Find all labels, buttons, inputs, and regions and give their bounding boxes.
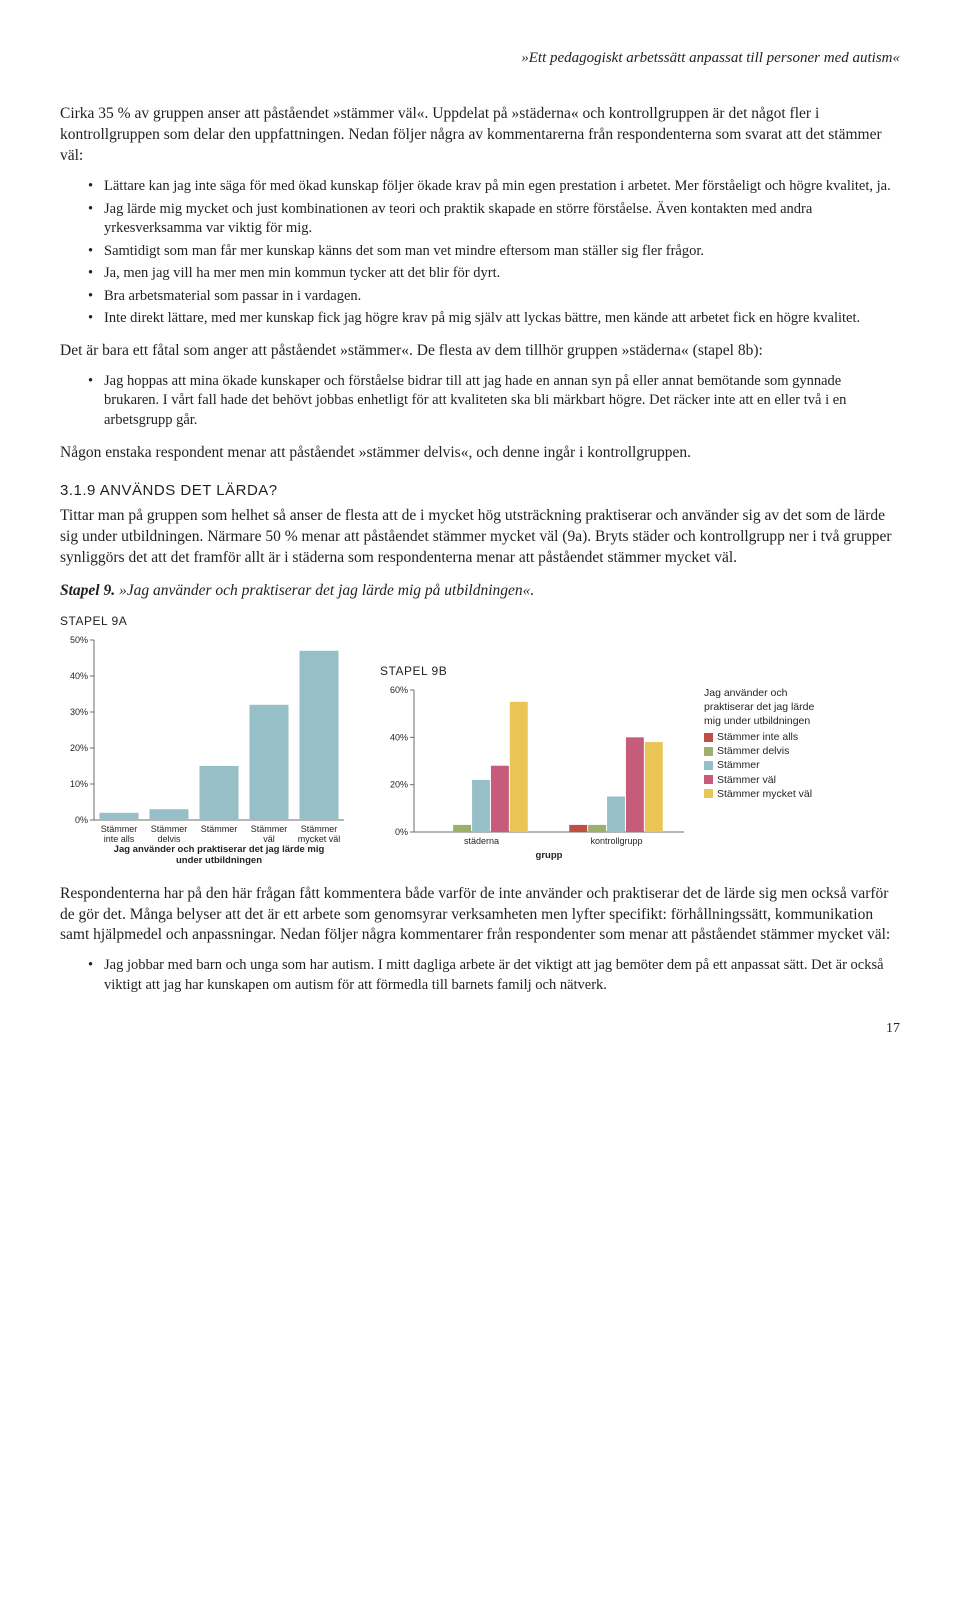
legend-item: Stämmer mycket väl	[704, 787, 814, 801]
figure-caption-prefix: Stapel 9.	[60, 582, 115, 599]
charts-row: 0%10%20%30%40%50%Stämmerinte allsStämmer…	[60, 636, 900, 866]
page-number: 17	[60, 1020, 900, 1039]
svg-text:Stämmer: Stämmer	[301, 824, 338, 834]
svg-text:40%: 40%	[70, 671, 88, 681]
list-item: Samtidigt som man får mer kunskap känns …	[88, 242, 900, 262]
svg-text:Stämmer: Stämmer	[251, 824, 288, 834]
chart-9b-svg: 0% 20% 40% 60% städerna kontrollgrupp grupp	[380, 686, 690, 866]
list-item: Jag jobbar med barn och unga som har aut…	[88, 956, 900, 995]
svg-text:40%: 40%	[390, 732, 408, 742]
paragraph-5: Respondenterna har på den här frågan fåt…	[60, 884, 900, 947]
legend-label: Stämmer	[717, 758, 760, 772]
svg-text:0%: 0%	[75, 815, 88, 825]
legend-swatch	[704, 733, 713, 742]
legend-swatch	[704, 761, 713, 770]
chart-9b-block: STAPEL 9B 0% 20% 40% 60% städerna kontrollgru…	[380, 663, 900, 865]
bullet-list-3: Jag jobbar med barn och unga som har aut…	[88, 956, 900, 995]
legend-swatch	[704, 789, 713, 798]
chart-9a-label: STAPEL 9A	[60, 613, 900, 629]
legend-item: Stämmer inte alls	[704, 730, 814, 744]
legend-item: Stämmer	[704, 758, 814, 772]
legend-label: Stämmer inte alls	[717, 730, 798, 744]
svg-text:delvis: delvis	[157, 834, 181, 844]
svg-text:mycket väl: mycket väl	[298, 834, 341, 844]
svg-text:60%: 60%	[390, 686, 408, 695]
bullet-list-1: Lättare kan jag inte säga för med ökad k…	[88, 177, 900, 329]
list-item: Ja, men jag vill ha mer men min kommun t…	[88, 264, 900, 284]
svg-text:Jag använder och praktiserar d: Jag använder och praktiserar det jag lär…	[114, 844, 325, 855]
svg-text:Stämmer: Stämmer	[201, 824, 238, 834]
legend-item: Stämmer väl	[704, 773, 814, 787]
svg-text:20%: 20%	[70, 743, 88, 753]
legend-label: Stämmer delvis	[717, 744, 789, 758]
legend-swatch	[704, 747, 713, 756]
paragraph-2: Det är bara ett fåtal som anger att påst…	[60, 341, 900, 362]
list-item: Inte direkt lättare, med mer kunskap fic…	[88, 309, 900, 329]
svg-text:kontrollgrupp: kontrollgrupp	[590, 836, 642, 846]
list-item: Bra arbetsmaterial som passar in i varda…	[88, 287, 900, 307]
section-heading: 3.1.9 ANVÄNDS DET LÄRDA?	[60, 481, 900, 501]
svg-text:30%: 30%	[70, 707, 88, 717]
paragraph-3: Någon enstaka respondent menar att påstå…	[60, 443, 900, 464]
svg-text:10%: 10%	[70, 779, 88, 789]
svg-text:väl: väl	[263, 834, 275, 844]
legend-swatch	[704, 775, 713, 784]
list-item: Lättare kan jag inte säga för med ökad k…	[88, 177, 900, 197]
paragraph-intro: Cirka 35 % av gruppen anser att påståend…	[60, 104, 900, 167]
svg-text:under utbildningen: under utbildningen	[176, 855, 262, 866]
legend-label: Stämmer väl	[717, 773, 776, 787]
paragraph-4: Tittar man på gruppen som helhet så anse…	[60, 506, 900, 569]
chart-9b-label: STAPEL 9B	[380, 663, 900, 679]
svg-text:50%: 50%	[70, 636, 88, 645]
svg-text:Stämmer: Stämmer	[151, 824, 188, 834]
chart-9b-legend: Jag använder ochpraktiserar det jag lärd…	[704, 686, 814, 801]
svg-text:Stämmer: Stämmer	[101, 824, 138, 834]
page-header: »Ett pedagogiskt arbetssätt anpassat til…	[60, 48, 900, 68]
legend-item: Stämmer delvis	[704, 744, 814, 758]
figure-caption: Stapel 9. »Jag använder och praktiserar …	[60, 581, 900, 602]
svg-text:städerna: städerna	[464, 836, 499, 846]
svg-text:0%: 0%	[395, 827, 408, 837]
svg-text:inte alls: inte alls	[104, 834, 135, 844]
legend-label: Stämmer mycket väl	[717, 787, 812, 801]
svg-text:grupp: grupp	[536, 850, 563, 861]
chart-9a-svg: 0%10%20%30%40%50%Stämmerinte allsStämmer…	[60, 636, 350, 866]
svg-text:20%: 20%	[390, 779, 408, 789]
bullet-list-2: Jag hoppas att mina ökade kunskaper och …	[88, 372, 900, 431]
list-item: Jag hoppas att mina ökade kunskaper och …	[88, 372, 900, 431]
list-item: Jag lärde mig mycket och just kombinatio…	[88, 200, 900, 239]
figure-caption-quote: »Jag använder och praktiserar det jag lä…	[115, 582, 534, 599]
chart-9a: 0%10%20%30%40%50%Stämmerinte allsStämmer…	[60, 636, 350, 866]
legend-title: Jag använder ochpraktiserar det jag lärd…	[704, 686, 814, 729]
